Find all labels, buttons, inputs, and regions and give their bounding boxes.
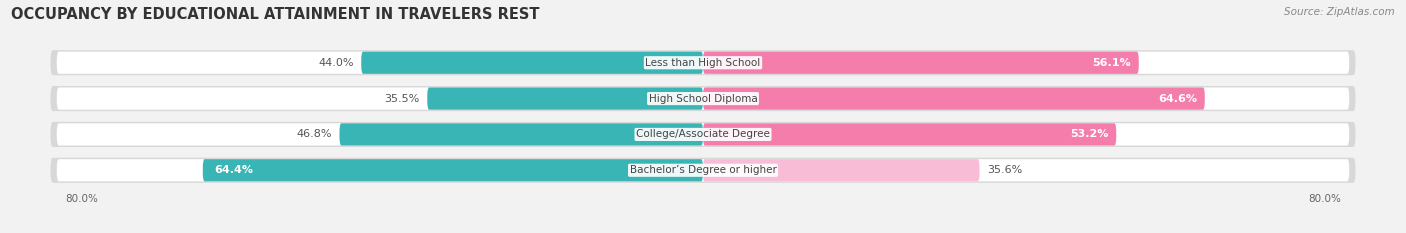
FancyBboxPatch shape: [703, 123, 1116, 146]
FancyBboxPatch shape: [703, 159, 980, 181]
FancyBboxPatch shape: [56, 159, 1350, 181]
Text: 56.1%: 56.1%: [1092, 58, 1130, 68]
Text: 35.6%: 35.6%: [987, 165, 1022, 175]
FancyBboxPatch shape: [56, 52, 1350, 74]
FancyBboxPatch shape: [51, 86, 1355, 111]
Text: 53.2%: 53.2%: [1070, 129, 1108, 139]
FancyBboxPatch shape: [703, 87, 1205, 110]
Text: 46.8%: 46.8%: [297, 129, 332, 139]
Text: Less than High School: Less than High School: [645, 58, 761, 68]
FancyBboxPatch shape: [56, 87, 1350, 110]
Text: College/Associate Degree: College/Associate Degree: [636, 129, 770, 139]
Text: 64.4%: 64.4%: [215, 165, 253, 175]
FancyBboxPatch shape: [427, 87, 703, 110]
FancyBboxPatch shape: [51, 50, 1355, 75]
FancyBboxPatch shape: [51, 122, 1355, 147]
Text: Source: ZipAtlas.com: Source: ZipAtlas.com: [1284, 7, 1395, 17]
FancyBboxPatch shape: [339, 123, 703, 146]
Text: 64.6%: 64.6%: [1159, 94, 1197, 104]
Text: OCCUPANCY BY EDUCATIONAL ATTAINMENT IN TRAVELERS REST: OCCUPANCY BY EDUCATIONAL ATTAINMENT IN T…: [11, 7, 540, 22]
FancyBboxPatch shape: [703, 52, 1139, 74]
Text: 35.5%: 35.5%: [384, 94, 419, 104]
Text: High School Diploma: High School Diploma: [648, 94, 758, 104]
FancyBboxPatch shape: [51, 158, 1355, 183]
Text: Bachelor’s Degree or higher: Bachelor’s Degree or higher: [630, 165, 776, 175]
FancyBboxPatch shape: [202, 159, 703, 181]
FancyBboxPatch shape: [361, 52, 703, 74]
FancyBboxPatch shape: [56, 123, 1350, 146]
Text: 44.0%: 44.0%: [318, 58, 353, 68]
